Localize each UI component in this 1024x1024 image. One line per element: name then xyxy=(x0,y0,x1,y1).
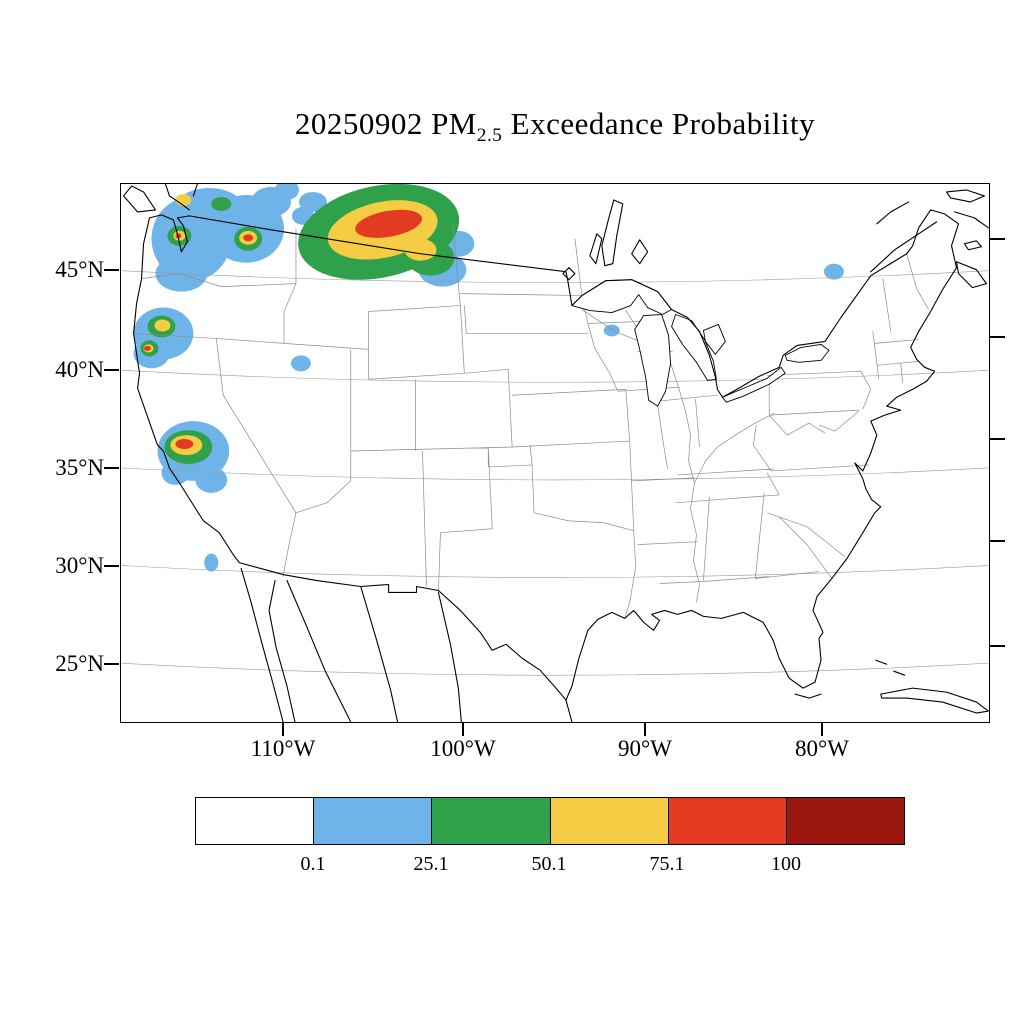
colorbar-segment-high xyxy=(550,798,669,844)
colorbar-segment-mid xyxy=(432,798,551,844)
lat-tick-mark xyxy=(104,467,119,469)
lat-tick-mark xyxy=(104,269,119,271)
colorbar xyxy=(195,797,905,845)
lat-tick-mark-right xyxy=(990,238,1005,240)
colorbar-segment-max xyxy=(786,798,905,844)
us-map xyxy=(121,184,989,722)
map-frame xyxy=(120,183,990,723)
great-lakes xyxy=(571,279,830,407)
title-subscript: 2.5 xyxy=(476,125,503,147)
figure-title: 20250902 PM2.5 Exceedance Probability xyxy=(120,106,990,147)
lon-tick-label-100w: 100°W xyxy=(430,736,496,761)
lat-tick-label-35n: 35°N xyxy=(55,455,104,480)
colorbar-label-25.1: 25.1 xyxy=(413,853,449,875)
lat-tick-label-40n: 40°N xyxy=(55,357,104,382)
lat-tick-label-25n: 25°N xyxy=(55,651,104,676)
lat-tick-label-30n: 30°N xyxy=(55,553,104,578)
lat-tick-mark-right xyxy=(990,645,1005,647)
lon-tick-label-80w: 80°W xyxy=(795,736,849,761)
lon-tick-mark xyxy=(462,722,464,736)
lat-tick-mark-right xyxy=(990,438,1005,440)
title-suffix: Exceedance Probability xyxy=(502,106,816,141)
lat-tick-mark xyxy=(104,369,119,371)
colorbar-segment-low xyxy=(314,798,433,844)
lon-tick-mark xyxy=(644,722,646,736)
colorbar-label-0.1: 0.1 xyxy=(300,853,326,875)
colorbar-label-75.1: 75.1 xyxy=(649,853,685,875)
colorbar-segment-veryhigh xyxy=(668,798,787,844)
lat-tick-mark-right xyxy=(990,540,1005,542)
lon-tick-mark xyxy=(282,722,284,736)
lon-tick-mark xyxy=(821,722,823,736)
colorbar-segment-none xyxy=(196,798,315,844)
us-coastline xyxy=(133,209,960,701)
latitude-gridlines xyxy=(121,270,989,676)
lat-tick-mark xyxy=(104,663,119,665)
colorbar-label-50.1: 50.1 xyxy=(531,853,567,875)
lat-tick-label-45n: 45°N xyxy=(55,257,104,282)
colorbar-label-100: 100 xyxy=(771,853,801,875)
lat-tick-mark-right xyxy=(990,336,1005,338)
title-prefix: 20250902 PM xyxy=(294,106,477,141)
lon-tick-label-90w: 90°W xyxy=(618,736,672,761)
state-borders xyxy=(133,221,929,619)
lon-tick-label-110w: 110°W xyxy=(250,736,316,761)
neighboring-coastlines xyxy=(123,184,989,722)
lat-tick-mark xyxy=(104,565,119,567)
